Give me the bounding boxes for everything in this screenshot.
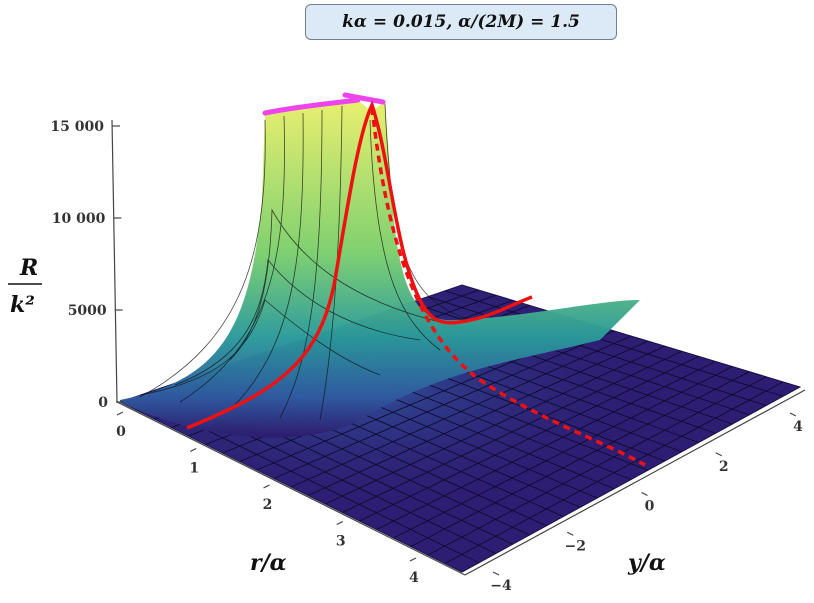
x-axis-tick-label-2: 2 bbox=[263, 497, 273, 513]
z-axis-tick-label-1: 5000 bbox=[68, 303, 107, 319]
y-axis-ticks: 4 2 0 −2 −4 bbox=[490, 412, 803, 594]
x-axis-ticks: 0 1 2 3 4 bbox=[116, 411, 419, 586]
y-axis-tick-3 bbox=[566, 531, 574, 536]
z-axis-tick-label-0: 0 bbox=[98, 395, 108, 411]
x-axis-tick-3 bbox=[336, 520, 344, 526]
y-axis-tick-1 bbox=[715, 452, 723, 457]
x-axis-tick-label-4: 4 bbox=[409, 570, 419, 586]
z-axis-label-denominator: k² bbox=[10, 292, 35, 318]
y-axis-tick-label-0: 4 bbox=[793, 419, 803, 435]
y-axis-tick-label-1: 2 bbox=[719, 459, 729, 475]
magenta-rim-curve bbox=[262, 92, 386, 116]
red-solid-curve bbox=[186, 100, 533, 430]
x-axis-tick-2 bbox=[263, 484, 270, 489]
z-axis-tick-label-3: 15 000 bbox=[50, 119, 104, 135]
x-axis-tick-label-3: 3 bbox=[336, 534, 346, 550]
y-axis-tick-0 bbox=[789, 412, 797, 417]
z-axis-label-numerator: R bbox=[19, 255, 38, 281]
x-axis-tick-0 bbox=[116, 411, 124, 416]
y-axis-tick-4 bbox=[492, 571, 500, 576]
z-axis-ticks: 0 5000 10 000 15 000 bbox=[50, 119, 124, 411]
surface-peak bbox=[120, 100, 640, 438]
x-axis-label: r/α bbox=[250, 550, 287, 576]
y-axis-tick-2 bbox=[641, 491, 648, 497]
x-axis-tick-1 bbox=[189, 447, 197, 453]
x-axis-tick-4 bbox=[409, 557, 417, 562]
y-axis-label: y/α bbox=[627, 550, 666, 576]
y-axis-tick-label-4: −4 bbox=[490, 578, 512, 594]
x-axis-tick-label-0: 0 bbox=[116, 424, 126, 440]
x-axis-tick-label-1: 1 bbox=[189, 461, 199, 477]
z-axis-tick-label-2: 10 000 bbox=[52, 211, 106, 227]
y-axis-tick-label-2: 0 bbox=[645, 499, 655, 515]
y-axis-tick-label-3: −2 bbox=[565, 538, 586, 554]
axis-frame bbox=[111, 119, 806, 576]
chart-title: kα = 0.015, α/(2M) = 1.5 bbox=[305, 4, 617, 40]
